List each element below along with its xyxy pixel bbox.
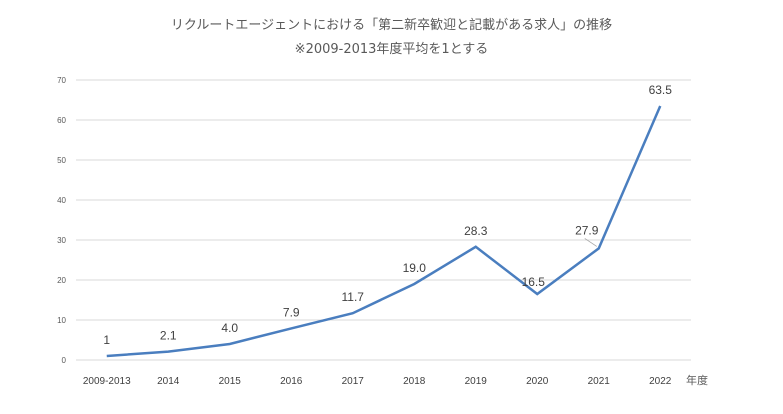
y-tick-label: 20 [57,276,66,285]
y-tick-label: 40 [57,196,66,205]
y-tick-label: 60 [57,116,66,125]
x-axis-label: 年度 [686,373,708,387]
series-layer [106,105,662,358]
data-label: 1 [103,333,110,347]
y-tick-label: 70 [57,76,66,85]
data-label: 27.9 [575,223,599,237]
x-tick-label: 2014 [157,376,180,387]
x-tick-label: 2015 [219,376,242,387]
data-label: 19.0 [403,261,427,275]
x-tick-label: 2022 [649,376,672,387]
gridlines [76,79,691,361]
chart-title: リクルートエージェントにおける「第二新卒歓迎と記載がある求人」の推移 [170,18,613,33]
x-tick-label: 2016 [280,376,303,387]
x-tick-label: 2020 [526,376,549,387]
data-label: 11.7 [342,290,365,304]
data-label: 16.5 [522,275,546,289]
y-tick-label: 30 [57,236,66,245]
x-tick-label: 2009-2013 [83,376,131,387]
x-axis-ticks: 2009-2013 2014 2015 2016 2017 2018 2019 2020 202… [83,376,672,387]
x-tick-label: 2017 [342,376,365,387]
x-tick-label: 2018 [403,376,426,387]
y-axis-ticks: 0 10 20 30 40 50 60 70 [57,76,66,365]
data-label: 63.5 [649,83,673,97]
data-label: 7.9 [283,305,300,319]
series-line [106,105,662,358]
x-tick-label: 2021 [588,376,611,387]
y-tick-label: 10 [57,316,66,325]
data-label: 28.3 [464,224,488,238]
chart-subtitle: ※2009-2013年度平均を1とする [294,42,489,57]
y-tick-label: 50 [57,156,66,165]
x-tick-label: 2019 [465,376,488,387]
data-labels: 1 2.1 4.0 7.9 11.7 19.0 28.3 16.5 27.9 63.5 [103,83,672,347]
data-label: 4.0 [221,321,238,335]
label-leader-line [584,238,597,247]
y-tick-label: 0 [62,356,67,365]
data-label: 2.1 [160,329,177,343]
